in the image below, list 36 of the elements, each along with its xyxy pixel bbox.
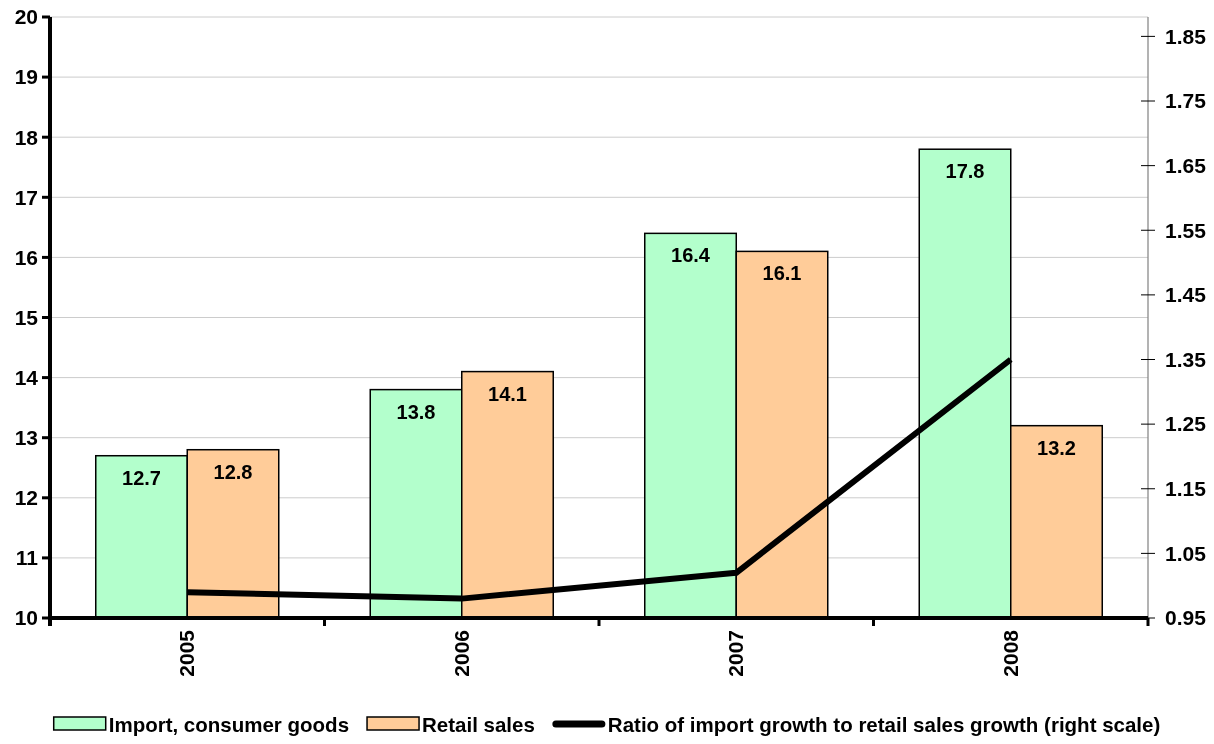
data-label: 16.1 [762,262,802,285]
y2-tick-label: 1.05 [1165,541,1207,565]
y-tick-label: 17 [14,185,38,209]
y-tick-label: 15 [14,305,39,329]
legend-label: Import, consumer goods [108,713,350,736]
y-tick-label: 14 [14,365,39,389]
y2-tick-label: 0.95 [1165,606,1207,630]
y2-tick-label: 1.15 [1165,477,1207,501]
x-tick-label: 2006 [449,630,473,677]
y-tick-label: 19 [14,65,38,89]
data-label: 13.8 [396,400,436,423]
x-tick-label: 2005 [175,629,199,677]
legend-label: Ratio of import growth to retail sales growth (right scale) [607,713,1161,736]
data-label: 12.8 [213,460,253,483]
y-tick-label: 13 [14,426,38,450]
legend-label: Retail sales [422,713,535,736]
data-label: 13.2 [1037,436,1076,459]
y-tick-label: 12 [14,486,38,510]
y2-tick-label: 1.55 [1165,218,1207,242]
y2-tick-label: 1.75 [1165,89,1207,113]
y-tick-label: 18 [14,125,39,149]
data-label: 16.4 [671,244,711,267]
y-tick-label: 16 [14,245,38,269]
y2-tick-label: 1.45 [1165,283,1207,307]
y-tick-label: 11 [15,546,39,570]
x-tick-label: 2007 [724,630,748,677]
y2-tick-label: 1.65 [1165,153,1207,177]
data-label: 14.1 [488,382,527,405]
data-label: 17.8 [945,160,985,183]
y2-tick-label: 1.35 [1165,347,1207,371]
y2-tick-label: 1.25 [1165,412,1207,436]
data-label: 12.7 [122,466,161,489]
y-tick-label: 20 [14,5,38,29]
y-tick-label: 10 [14,606,38,630]
y2-tick-label: 1.85 [1165,24,1207,48]
x-tick-label: 2008 [998,629,1022,677]
